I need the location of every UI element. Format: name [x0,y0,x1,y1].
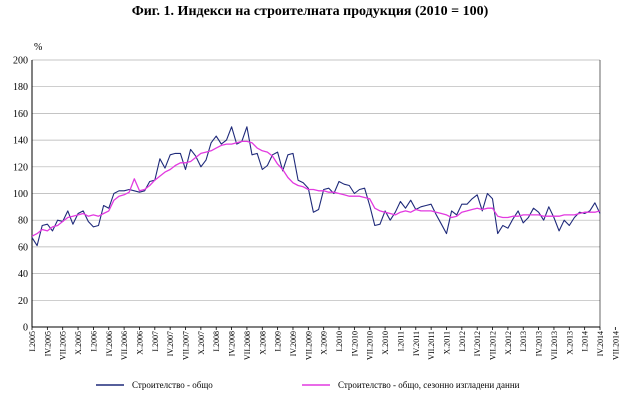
y-tick-label: 160 [13,109,28,120]
y-tick-label: 180 [13,82,28,93]
x-tick-label: IV.2014 [596,331,605,356]
x-tick-label: X.2005 [74,331,83,355]
x-tick-label: X.2007 [197,331,206,355]
x-tick-label: I.2005 [28,331,37,352]
legend-label: Строителство - общо, сезонно изгладени д… [338,380,520,390]
y-tick-label: 0 [23,323,28,334]
x-tick-label: VII.2008 [243,331,252,360]
x-tick-label: I.2014 [581,331,590,352]
x-tick-label: X.2006 [135,331,144,355]
x-tick-label: X.2009 [320,331,329,355]
x-tick-label: IV.2013 [535,331,544,356]
x-tick-label: IV.2008 [228,331,237,356]
x-tick-labels: I.2005 IV.2005 VII.2005 X.2005 I.2006 IV.2006… [28,331,620,360]
series-line-seasonally-adjusted [31,140,601,237]
x-tick-label: X.2012 [504,331,513,355]
x-tick-label: I.2009 [274,331,283,352]
y-unit-label: % [34,42,42,53]
series-lines [31,126,601,247]
x-tick-label: VII.2009 [304,331,313,360]
x-tick-label: I.2007 [151,331,160,352]
x-tick-label: X.2013 [565,331,574,355]
x-tick-label: I.2011 [396,331,405,351]
x-tick-label: VII.2005 [59,331,68,360]
x-tick-label: IV.2007 [166,331,175,356]
y-tick-label: 200 [13,56,28,67]
y-tick-label: 40 [18,269,28,280]
axes [31,60,616,330]
gridlines [32,59,600,301]
x-tick-label: VII.2014 [611,331,620,360]
x-tick-label: IV.2009 [289,331,298,356]
y-tick-label: 80 [18,216,28,227]
x-tick-label: VII.2006 [120,331,129,360]
x-tick-label: IV.2011 [412,331,421,356]
y-tick-label: 100 [13,189,28,200]
y-tick-label: 20 [18,296,28,307]
series-line-total [31,126,601,247]
x-tick-label: VII.2012 [489,331,498,360]
legend-label: Строителство - общо [132,380,213,390]
x-tick-label: IV.2012 [473,331,482,356]
x-tick-label: VII.2013 [550,331,559,360]
y-tick-label: 140 [13,136,28,147]
x-tick-label: X.2008 [258,331,267,355]
x-tick-label: X.2010 [381,331,390,355]
chart-title: Фиг. 1. Индекси на строителната продукци… [131,4,489,19]
x-tick-label: I.2010 [335,331,344,352]
y-tick-label: 60 [18,242,28,253]
x-tick-label: IV.2006 [105,331,114,356]
x-tick-label: VII.2010 [366,331,375,360]
x-tick-label: VII.2011 [427,331,436,360]
x-tick-label: X.2011 [442,331,451,354]
x-tick-label: IV.2010 [350,331,359,356]
y-tick-label: 120 [13,162,28,173]
y-tick-labels: 0 20 40 60 80 100 120 140 160 180 200 [13,56,28,334]
x-tick-label: I.2012 [458,331,467,352]
x-tick-label: IV.2005 [43,331,52,356]
x-tick-label: I.2013 [519,331,528,352]
x-tick-label: VII.2007 [182,331,191,360]
legend: Строителство - общо Строителство - общо, … [96,380,520,390]
x-tick-label: I.2008 [212,331,221,352]
x-tick-label: I.2006 [89,331,98,352]
